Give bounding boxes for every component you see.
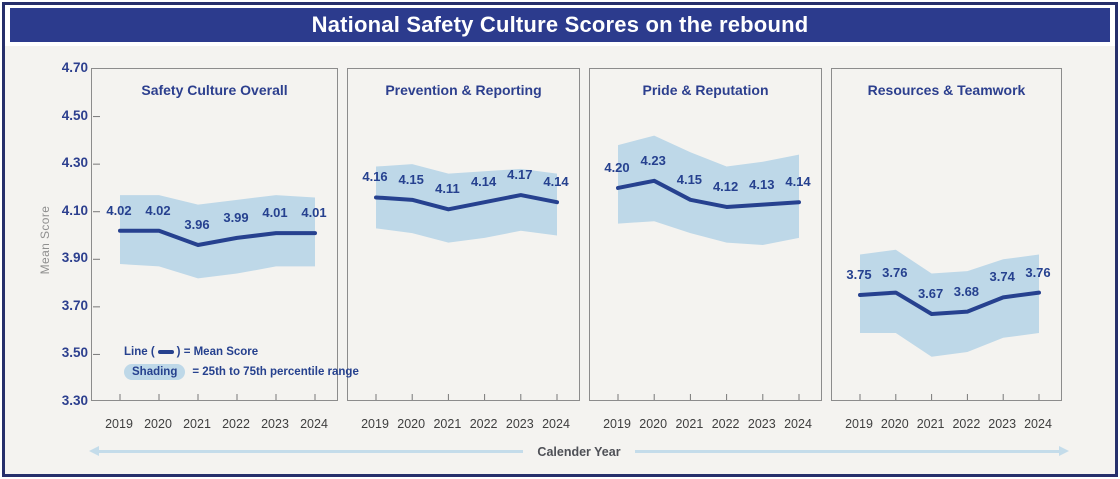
x-axis-title: Calender Year <box>537 444 621 459</box>
value-label: 4.11 <box>435 181 460 197</box>
y-tick-label: 4.30 <box>61 155 88 171</box>
y-tick-label: 4.70 <box>61 60 88 75</box>
year-tick-label: 2022 <box>952 417 981 431</box>
percentile-band <box>120 195 315 279</box>
value-label: 3.99 <box>223 209 249 225</box>
y-tick-label: 3.90 <box>61 250 88 266</box>
year-tick-label: 2020 <box>880 417 909 431</box>
value-label: 3.76 <box>882 264 908 280</box>
panel-title: Resources & Teamwork <box>867 82 1026 98</box>
year-tick-label: 2021 <box>433 417 462 431</box>
value-label: 4.15 <box>398 171 424 187</box>
year-tick-label: 2021 <box>675 417 704 431</box>
legend-line-swatch <box>157 350 174 354</box>
percentile-band <box>860 249 1039 357</box>
y-tick-label: 3.70 <box>61 297 88 313</box>
panel-title: Prevention & Reporting <box>385 82 542 98</box>
year-tick-label: 2022 <box>711 417 740 431</box>
panel-plot <box>374 164 559 400</box>
year-tick-label: 2024 <box>784 417 812 431</box>
value-label: 4.17 <box>507 167 533 183</box>
year-tick-label: 2024 <box>1024 417 1052 431</box>
value-label: 3.75 <box>846 266 872 282</box>
arrow-left-icon <box>88 446 524 456</box>
page-title: National Safety Culture Scores on the re… <box>311 12 809 37</box>
panel-title: Safety Culture Overall <box>141 82 288 98</box>
panel-plot <box>616 135 801 400</box>
value-label: 4.14 <box>470 174 497 190</box>
value-label: 3.74 <box>989 269 1015 285</box>
year-tick-label: 2020 <box>144 417 172 431</box>
percentile-band <box>618 135 799 246</box>
year-tick-label: 2024 <box>542 417 570 431</box>
legend-shading-pill: Shading <box>124 364 186 380</box>
panel-pride-reputation <box>589 68 822 401</box>
y-tick-label: 3.30 <box>61 393 88 408</box>
year-tick-label: 2023 <box>261 417 289 431</box>
value-label: 3.96 <box>184 217 210 232</box>
y-tick-label: 4.50 <box>61 107 88 123</box>
mean-line <box>118 228 317 248</box>
panel-resources-teamwork <box>831 68 1062 401</box>
panel-prevention-reporting <box>347 68 580 401</box>
percentile-band <box>376 164 557 243</box>
mean-line <box>858 290 1041 316</box>
year-tick-label: 2020 <box>639 417 668 431</box>
year-tick-label: 2023 <box>505 417 534 431</box>
value-label: 4.14 <box>543 174 569 190</box>
value-label: 4.12 <box>712 178 739 194</box>
legend-shading-suffix: = 25th to 75th percentile range <box>192 366 359 378</box>
legend-shading-row: Shading = 25th to 75th percentile range <box>124 364 359 380</box>
year-tick-label: 2021 <box>183 417 211 431</box>
header-bar: National Safety Culture Scores on the re… <box>10 8 1110 42</box>
value-label: 4.01 <box>301 205 327 221</box>
year-tick-label: 2020 <box>397 417 426 431</box>
arrow-right-icon <box>634 446 1070 456</box>
year-tick-label: 2019 <box>603 417 631 431</box>
year-tick-label: 2021 <box>916 417 945 431</box>
mean-line <box>616 178 801 209</box>
value-label: 3.67 <box>917 285 944 301</box>
y-tick-label: 3.50 <box>61 345 88 361</box>
panel-title: Pride & Reputation <box>642 82 769 98</box>
legend: Line ( ) = Mean Score Shading = 25th to 7… <box>124 346 359 380</box>
year-tick-label: 2019 <box>845 417 873 431</box>
year-tick-label: 2023 <box>747 417 776 431</box>
value-label: 4.13 <box>749 176 775 192</box>
legend-line-prefix: Line ( <box>124 346 155 358</box>
year-tick-label: 2022 <box>222 417 250 431</box>
year-tick-label: 2019 <box>105 417 133 431</box>
y-tick-label: 4.10 <box>61 202 88 218</box>
year-tick-label: 2023 <box>988 417 1017 431</box>
legend-line-suffix: ) = Mean Score <box>176 346 259 358</box>
x-axis-arrow: Calender Year <box>88 444 1070 459</box>
year-tick-label: 2019 <box>361 417 389 431</box>
year-tick-label: 2024 <box>300 417 328 431</box>
panel-safety-culture-overall <box>91 68 338 401</box>
value-label: 4.23 <box>640 152 666 168</box>
value-label: 4.15 <box>676 171 703 187</box>
panel-plot <box>93 116 317 400</box>
year-tick-label: 2022 <box>469 417 498 431</box>
value-label: 4.02 <box>145 202 171 218</box>
panel-plot <box>858 249 1041 400</box>
legend-line-row: Line ( ) = Mean Score <box>124 346 359 358</box>
mean-line <box>374 193 559 212</box>
value-label: 3.68 <box>953 283 980 299</box>
value-label: 4.14 <box>785 174 811 190</box>
value-label: 3.76 <box>1025 264 1051 280</box>
value-label: 4.02 <box>106 202 132 218</box>
value-label: 4.01 <box>262 205 288 221</box>
value-label: 4.16 <box>362 169 388 185</box>
value-label: 4.20 <box>604 159 630 175</box>
